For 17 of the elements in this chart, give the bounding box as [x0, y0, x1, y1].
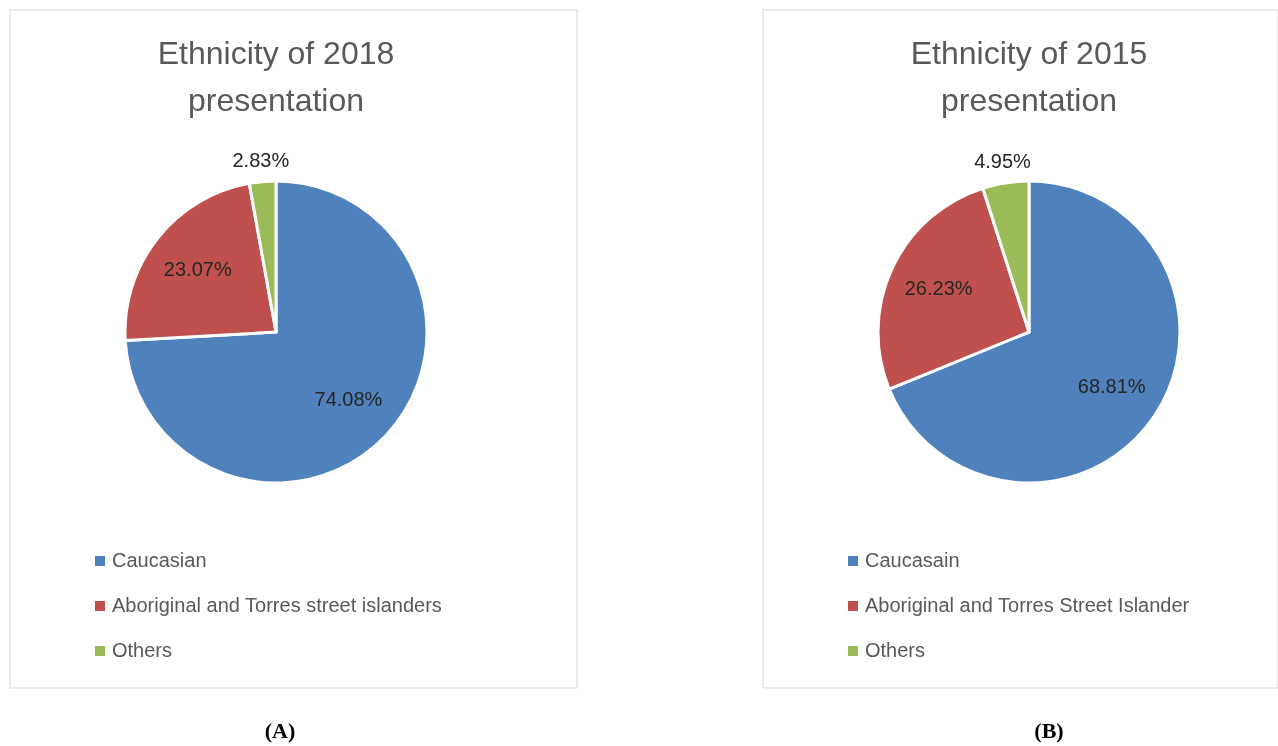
legend-label: Caucasian — [112, 549, 207, 572]
legend-label: Aboriginal and Torres street islanders — [112, 594, 442, 617]
legend-label: Aboriginal and Torres Street Islander — [865, 594, 1190, 617]
data-label: 4.95% — [974, 150, 1032, 173]
data-label: 26.23% — [904, 277, 973, 300]
legend-label: Others — [112, 639, 173, 662]
text: (B) — [1034, 718, 1064, 743]
data-label: 23.07% — [163, 257, 232, 280]
chart-title: Ethnicity of 2015 presentation — [910, 35, 1148, 118]
data-label: 74.08% — [314, 387, 383, 410]
legend-label: Caucasain — [865, 549, 960, 572]
pie-slice — [123, 179, 429, 485]
text: (A) — [264, 718, 296, 743]
data-label: 2.83% — [232, 148, 290, 171]
data-label: 68.81% — [1077, 374, 1146, 397]
chart-title: Ethnicity of 2018 presentation — [157, 35, 395, 118]
legend-label: Others — [865, 639, 926, 662]
